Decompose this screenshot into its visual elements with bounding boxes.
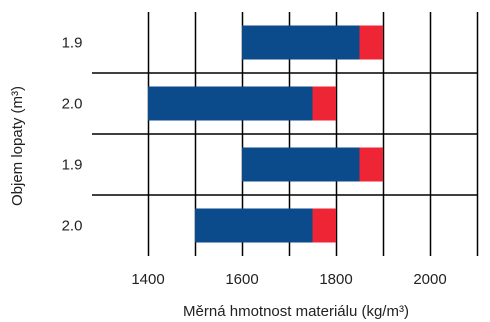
bar-segment-blue-2 <box>148 86 313 121</box>
bar-segment-red-2 <box>312 86 336 121</box>
bar-segment-blue-1 <box>242 25 360 60</box>
x-tick-labels: 1400 1600 1800 2000 <box>131 271 446 288</box>
bars <box>148 25 383 243</box>
y-tick-label: 2.0 <box>62 218 83 235</box>
y-tick-label: 2.0 <box>62 96 83 113</box>
bar-segment-red-1 <box>359 25 383 60</box>
x-axis-title: Měrná hmotnost materiálu (kg/m³) <box>183 303 409 320</box>
bar-segment-red-3 <box>359 147 383 182</box>
y-tick-labels: 1.9 2.0 1.9 2.0 <box>62 35 83 235</box>
x-tick-label: 1600 <box>225 271 258 288</box>
y-tick-label: 1.9 <box>62 157 83 174</box>
x-tick-label: 1800 <box>319 271 352 288</box>
bar-segment-blue-4 <box>195 208 313 243</box>
bar-segment-red-4 <box>312 208 336 243</box>
y-tick-label: 1.9 <box>62 35 83 52</box>
x-tick-label: 2000 <box>413 271 446 288</box>
x-tick-label: 1400 <box>131 271 164 288</box>
bar-segment-blue-3 <box>242 147 360 182</box>
y-axis-title: Objem lopaty (m³) <box>9 86 26 206</box>
